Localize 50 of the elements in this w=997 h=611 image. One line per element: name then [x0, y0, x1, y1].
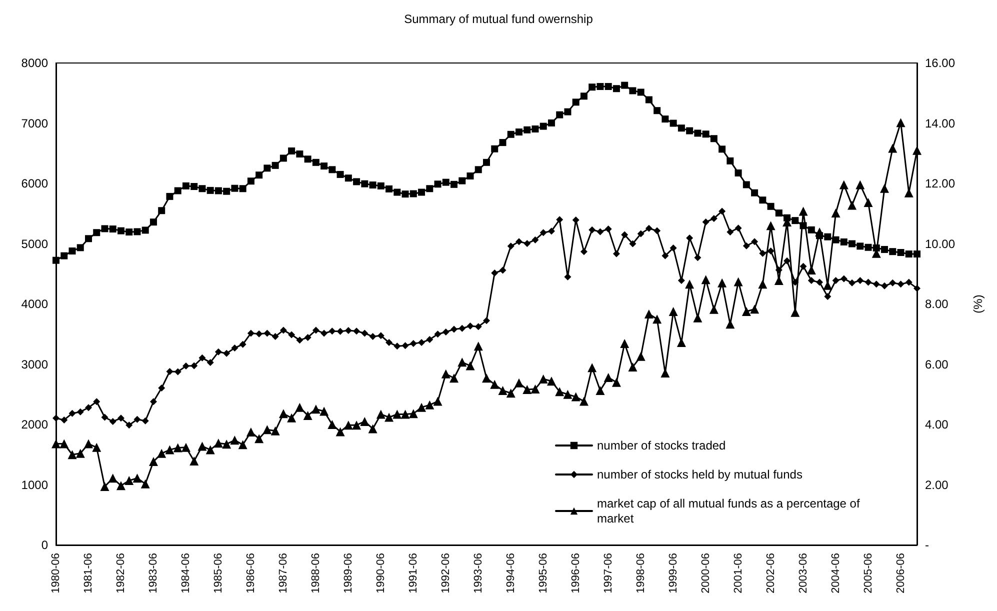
x-tick-label: 1992-06 — [440, 553, 452, 594]
x-tick-label: 1986-06 — [244, 553, 257, 594]
x-tick-label: 1990-06 — [374, 553, 387, 594]
y-tick-label: 3000 — [21, 357, 48, 372]
y-tick-label: 7000 — [21, 116, 48, 130]
x-tick-label: 1996-06 — [570, 553, 582, 594]
y-tick-label: 0 — [41, 538, 48, 552]
y2-tick-label: 6.00 — [925, 357, 949, 372]
x-tick-label: 2002-06 — [764, 553, 777, 594]
legend-label: market cap of all mutual funds as a percentage of market — [597, 496, 864, 526]
x-tick-label: 1985-06 — [212, 553, 224, 594]
x-tick-label: 1984-06 — [180, 553, 192, 594]
y-tick-label: 4000 — [21, 297, 48, 311]
y2-tick-label: - — [925, 538, 929, 552]
x-tick-label: 1983-06 — [147, 553, 160, 594]
x-tick-label: 1999-06 — [667, 553, 680, 594]
y2-axis-title: (%) — [971, 294, 985, 314]
x-tick-label: 1980-06 — [50, 553, 62, 594]
chart-title: Summary of mutual fund owernship — [404, 12, 594, 26]
x-tick-label: 1993-06 — [472, 553, 484, 594]
y-tick-label: 6000 — [21, 176, 48, 190]
y-tick-label: 1000 — [21, 478, 48, 492]
x-tick-label: 1989-06 — [342, 553, 354, 594]
y-tick-label: 2000 — [21, 418, 48, 432]
y2-tick-label: 12.00 — [925, 176, 956, 190]
legend-label: number of stocks traded — [597, 438, 726, 452]
x-tick-label: 1987-06 — [277, 553, 290, 594]
y2-tick-label: 16.00 — [925, 56, 956, 70]
x-tick-label: 1997-06 — [602, 553, 614, 594]
x-tick-label: 1998-06 — [634, 553, 647, 594]
x-tick-label: 2003-06 — [797, 553, 810, 594]
y2-tick-label: 2.00 — [925, 478, 949, 492]
x-tick-label: 1988-06 — [310, 553, 322, 594]
x-tick-label: 2006-06 — [894, 553, 907, 594]
x-tick-label: 2004-06 — [830, 553, 842, 594]
y2-tick-label: 8.00 — [925, 297, 949, 311]
y2-tick-label: 14.00 — [925, 116, 956, 130]
x-tick-label: 2005-06 — [862, 553, 874, 594]
y-tick-label: 5000 — [21, 236, 48, 251]
x-tick-label: 1981-06 — [82, 553, 94, 594]
x-tick-label: 1995-06 — [537, 553, 550, 594]
y2-tick-label: 4.00 — [925, 418, 949, 432]
legend-label: number of stocks held by mutual funds — [597, 468, 802, 482]
y-tick-label: 8000 — [21, 56, 48, 70]
y2-tick-label: 10.00 — [925, 236, 956, 251]
x-tick-label: 2001-06 — [732, 553, 744, 594]
x-tick-label: 2000-06 — [700, 553, 712, 594]
x-tick-label: 1994-06 — [504, 553, 517, 594]
x-tick-label: 1991-06 — [407, 553, 420, 594]
x-tick-label: 1982-06 — [114, 553, 127, 594]
